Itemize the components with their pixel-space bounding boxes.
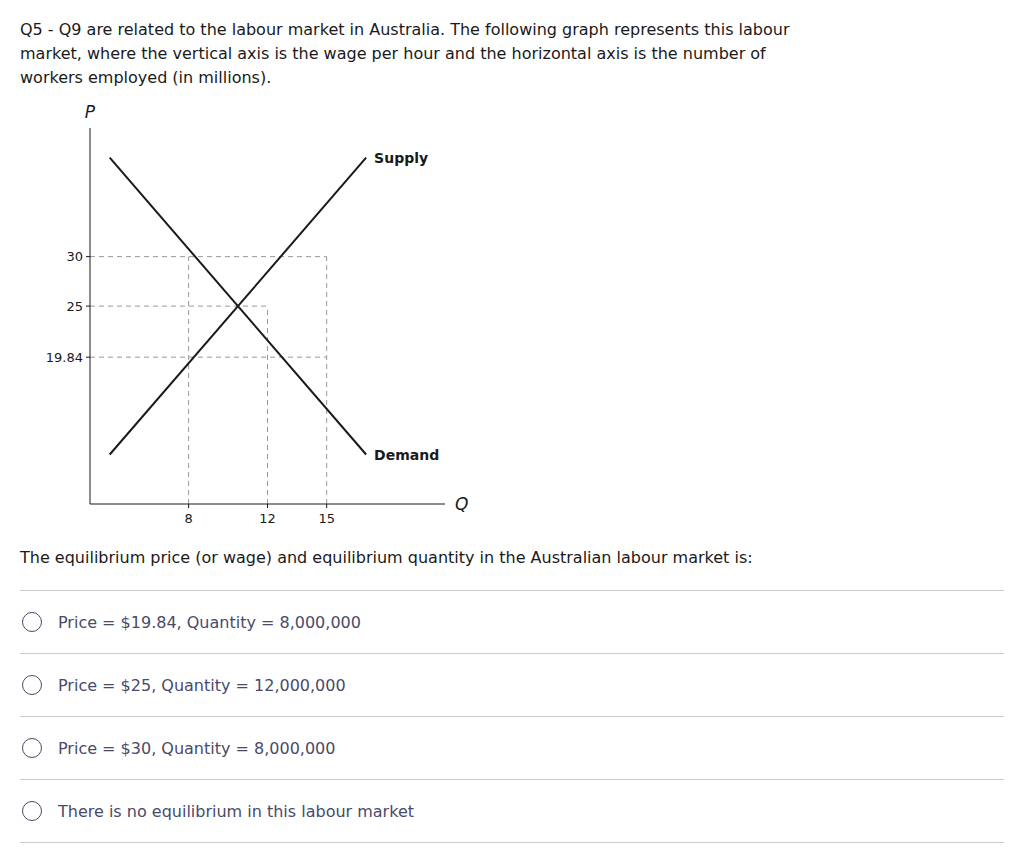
y-tick [86,306,90,307]
option[interactable]: Price = $25, Quantity = 12,000,000 [20,653,1004,716]
y-axis [90,128,91,504]
radio-button[interactable] [22,738,42,758]
y-tick [86,256,90,257]
option-text: There is no equilibrium in this labour m… [58,802,414,821]
header-text: Q5 - Q9 are related to the labour market… [20,18,1004,90]
option-text: Price = $19.84, Quantity = 8,000,000 [58,613,361,632]
option[interactable]: Price = $30, Quantity = 8,000,000 [20,716,1004,779]
x-tick [326,504,327,508]
radio-button[interactable] [22,675,42,695]
reference-line [326,257,327,504]
reference-line [188,257,189,504]
x-axis-label: Q [455,494,468,514]
option[interactable]: There is no equilibrium in this labour m… [20,779,1004,843]
x-tick-label: 15 [318,511,335,526]
reference-line [90,357,327,358]
radio-button[interactable] [22,612,42,632]
chart: 8 12 15 19.84 25 30 P Q Supply Demand [0,0,1024,861]
y-tick-label: 25 [66,299,83,314]
option[interactable]: Price = $19.84, Quantity = 8,000,000 [20,590,1004,653]
reference-line [267,306,268,504]
series-label: Supply [374,150,428,166]
series-label: Demand [374,447,439,463]
y-tick-label: 19.84 [46,350,83,365]
x-tick [267,504,268,508]
options: Price = $19.84, Quantity = 8,000,000 Pric… [20,590,1004,843]
series-line [110,158,366,455]
option-text: Price = $30, Quantity = 8,000,000 [58,739,335,758]
question-text: The equilibrium price (or wage) and equi… [20,548,1004,567]
y-tick-label: 30 [66,249,83,264]
x-tick [188,504,189,508]
reference-line [90,256,327,257]
option-text: Price = $25, Quantity = 12,000,000 [58,676,346,695]
x-tick-label: 8 [184,511,192,526]
series-line [110,158,366,455]
y-tick [86,357,90,358]
radio-button[interactable] [22,801,42,821]
y-axis-label: P [85,102,96,122]
plot-area [90,158,366,504]
reference-line [90,306,268,307]
x-tick-label: 12 [259,511,276,526]
